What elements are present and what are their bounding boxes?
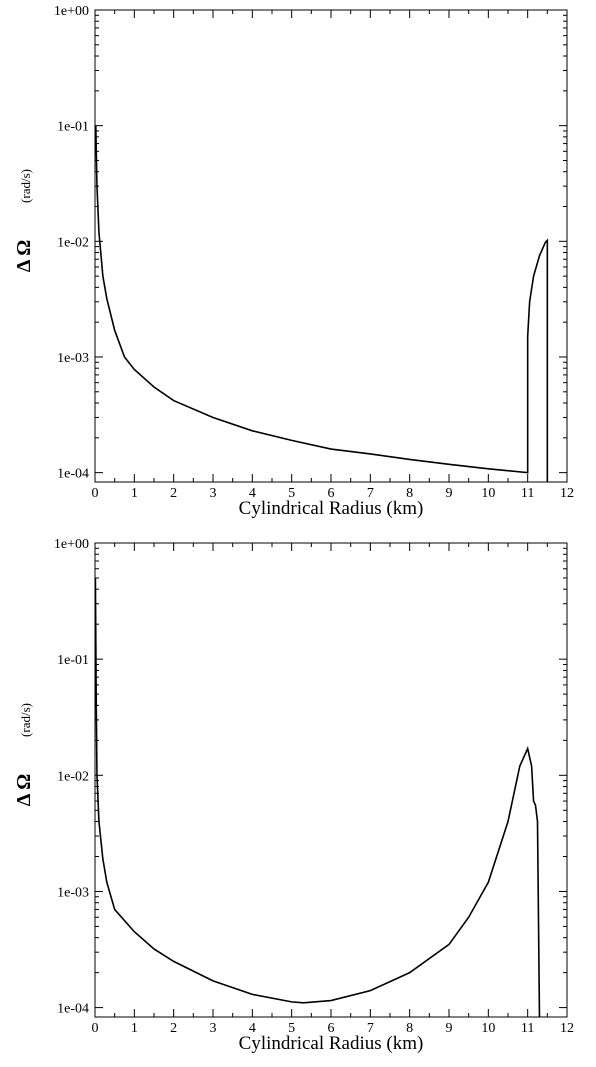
x-tick-label: 4 [249,486,256,501]
y-tick-label: 1e+00 [54,4,89,19]
x-tick-label: 9 [446,1021,453,1036]
x-tick-label: 7 [367,1021,374,1036]
x-tick-label: 1 [131,486,138,501]
y-tick-label: 1e-03 [57,885,89,900]
x-tick-label: 10 [481,1021,495,1036]
y-tick-label: 1e-03 [57,351,89,366]
x-tick-label: 3 [210,486,217,501]
x-axis-label: Cylindrical Radius (km) [239,1033,424,1054]
x-tick-label: 5 [288,1021,295,1036]
x-tick-label: 9 [446,486,453,501]
x-tick-label: 6 [328,486,335,501]
y-tick-label: 1e-01 [57,653,89,668]
x-tick-label: 8 [406,1021,413,1036]
x-tick-label: 8 [406,486,413,501]
x-tick-label: 12 [560,486,574,501]
y-axis-label: Δ Ω [13,240,35,272]
plot-frame [94,542,568,1018]
x-tick-label: 0 [92,486,99,501]
y-tick-label: 1e+00 [54,537,89,552]
y-axis-label: Δ Ω [13,774,35,806]
x-tick-label: 2 [170,1021,177,1036]
x-tick-label: 12 [560,1021,574,1036]
x-tick-label: 4 [249,1021,256,1036]
x-axis-label: Cylindrical Radius (km) [239,498,424,519]
x-tick-label: 10 [481,486,495,501]
y-tick-label: 1e-02 [57,235,89,250]
x-tick-label: 2 [170,486,177,501]
y-tick-label: 1e-02 [57,769,89,784]
y-tick-label: 1e-04 [57,1002,89,1017]
y-tick-label: 1e-01 [57,120,89,135]
x-tick-label: 11 [521,486,534,501]
plot-frame [94,9,568,483]
x-tick-label: 5 [288,486,295,501]
x-tick-label: 6 [328,1021,335,1036]
x-tick-label: 0 [92,1021,99,1036]
x-tick-label: 1 [131,1021,138,1036]
x-tick-label: 3 [210,1021,217,1036]
data-line [94,577,541,1018]
y-axis-unit: (rad/s) [18,703,33,737]
x-tick-label: 11 [521,1021,534,1036]
y-axis-unit: (rad/s) [18,169,33,203]
x-tick-label: 7 [367,486,374,501]
y-tick-label: 1e-04 [57,467,89,482]
data-line [94,125,549,482]
